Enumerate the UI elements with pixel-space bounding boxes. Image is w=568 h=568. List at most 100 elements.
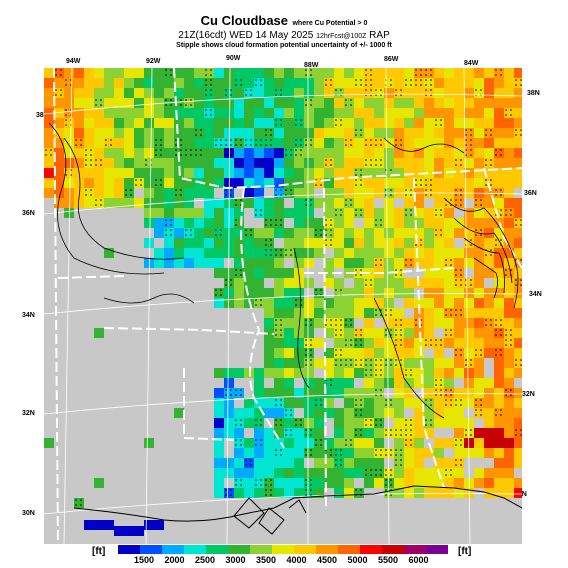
map-cell: [504, 398, 514, 408]
stipple-dot: [310, 339, 312, 341]
map-cell: [384, 358, 394, 368]
map-cell: [274, 188, 284, 198]
stipple-dot: [440, 379, 442, 381]
map-cell: [434, 138, 444, 148]
map-cell: [474, 198, 484, 208]
map-cell: [174, 178, 184, 188]
stipple-dot: [270, 129, 272, 131]
map-cell: [364, 168, 374, 178]
map-cell: [234, 218, 244, 228]
stipple-dot: [215, 139, 217, 141]
map-cell: [434, 278, 444, 288]
stipple-dot: [430, 339, 432, 341]
lon-label-88w: 88W: [304, 62, 319, 69]
map-cell: [214, 408, 224, 418]
map-cell: [494, 278, 504, 288]
stipple-dot: [465, 434, 467, 436]
stipple-dot: [375, 164, 377, 166]
map-cell: [484, 348, 494, 358]
title-main: Cu Cloudbase: [200, 13, 289, 28]
stipple-dot: [385, 484, 387, 486]
map-cell: [484, 148, 494, 158]
stipple-dot: [345, 339, 347, 341]
map-cell: [274, 348, 284, 358]
stipple-dot: [170, 224, 172, 226]
map-cell: [424, 278, 434, 288]
stipple-dot: [470, 154, 472, 156]
map-cell: [514, 158, 522, 168]
stipple-dot: [430, 404, 432, 406]
map-cell: [424, 298, 434, 308]
map-cell: [174, 78, 184, 88]
stipple-dot: [445, 259, 447, 261]
map-cell: [454, 428, 464, 438]
stipple-dot: [260, 144, 262, 146]
stipple-dot: [370, 424, 372, 426]
stipple-dot: [235, 269, 237, 271]
map-cell: [314, 428, 324, 438]
map-cell: [344, 318, 354, 328]
colorbar-swatch: [228, 545, 251, 554]
map-cell: [124, 198, 134, 208]
map-cell: [364, 458, 374, 468]
map-cell: [204, 108, 214, 118]
stipple-dot: [375, 159, 377, 161]
map-cell: [374, 298, 384, 308]
map-cell: [364, 198, 374, 208]
map-cell: [224, 138, 234, 148]
map-cell: [284, 228, 294, 238]
map-cell: [254, 178, 264, 188]
map-cell: [64, 128, 74, 138]
stipple-dot: [90, 164, 92, 166]
map-cell: [434, 438, 444, 448]
stipple-dot: [330, 164, 332, 166]
map-cell: [344, 238, 354, 248]
map-cell: [254, 138, 264, 148]
map-cell: [494, 198, 504, 208]
map-cell: [164, 128, 174, 138]
lon-label-84w: 84W: [464, 60, 479, 67]
stipple-dot: [75, 139, 77, 141]
map-cell: [284, 318, 294, 328]
stipple-dot: [265, 244, 267, 246]
stipple-dot: [320, 404, 322, 406]
map-cell: [194, 118, 204, 128]
map-cell: [334, 308, 344, 318]
stipple-dot: [475, 414, 477, 416]
map-cell: [174, 188, 184, 198]
stipple-dot: [355, 404, 357, 406]
map-cell: [354, 138, 364, 148]
map-cell: [44, 98, 54, 108]
map-cell: [384, 128, 394, 138]
stipple-dot: [395, 139, 397, 141]
stipple-dot: [160, 139, 162, 141]
map-cell: [434, 218, 444, 228]
map-cell: [434, 118, 444, 128]
map-cell: [374, 178, 384, 188]
map-cell: [354, 458, 364, 468]
map-cell: [464, 218, 474, 228]
stipple-dot: [190, 154, 192, 156]
stipple-dot: [335, 319, 337, 321]
stipple-dot: [410, 189, 412, 191]
map-cell: [464, 108, 474, 118]
colorbar-tick-label: 5500: [377, 555, 399, 565]
stipple-dot: [295, 299, 297, 301]
map-cell: [514, 88, 522, 98]
stipple-dot: [405, 419, 407, 421]
stipple-dot: [380, 164, 382, 166]
map-cell: [224, 288, 234, 298]
map-cell: [94, 138, 104, 148]
map-cell: [54, 188, 64, 198]
map-cell: [504, 208, 514, 218]
map-cell: [194, 188, 204, 198]
map-cell: [304, 418, 314, 428]
map-cell: [434, 338, 444, 348]
map-cell: [304, 138, 314, 148]
map-cell: [444, 98, 454, 108]
map-cell: [464, 298, 474, 308]
stipple-dot: [335, 334, 337, 336]
map-cell: [504, 478, 514, 488]
map-cell: [214, 148, 224, 158]
map-cell: [444, 128, 454, 138]
